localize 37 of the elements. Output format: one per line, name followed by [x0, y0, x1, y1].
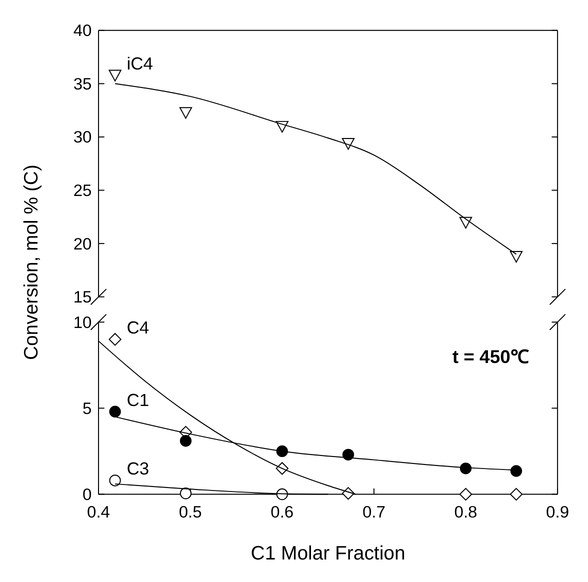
point: [276, 445, 288, 458]
point: [510, 465, 522, 477]
point: [109, 406, 121, 418]
y-tick-label: 25: [73, 181, 92, 200]
annotation: t = 450℃: [452, 346, 530, 367]
point: [109, 474, 121, 486]
x-tick-label: 0.9: [546, 502, 570, 522]
series-label: iC4: [126, 53, 154, 74]
y-tick-label: 10: [73, 312, 92, 332]
y-tick-label: 20: [73, 234, 92, 254]
x-tick-label: 0.8: [454, 502, 478, 522]
y-tick-label: 0: [82, 485, 92, 504]
x-tick-label: 0.4: [87, 502, 110, 522]
point: [510, 488, 523, 501]
y-axis-title: Conversion, mol % (C): [20, 164, 42, 360]
x-tick-label: 0.5: [178, 502, 202, 522]
point: [108, 70, 122, 82]
x-tick-label: 0.7: [362, 502, 386, 522]
point: [459, 488, 472, 501]
point: [342, 138, 355, 150]
legend-label: C4: [126, 318, 150, 338]
point: [460, 462, 472, 474]
y-tick-label: 30: [73, 128, 92, 147]
point: [180, 435, 192, 447]
point: [179, 107, 192, 119]
x-tick-label: 0.6: [270, 502, 294, 522]
y-tick-label: 40: [73, 21, 92, 40]
point: [342, 448, 354, 460]
point: [180, 488, 192, 500]
y-tick-label: 15: [73, 288, 92, 307]
point: [510, 250, 523, 263]
series-label: C3: [126, 458, 150, 479]
y-tick-label: 35: [73, 74, 92, 94]
series-label: C1: [126, 390, 150, 410]
x-axis-title: C1 Molar Fraction: [250, 542, 406, 564]
point: [108, 333, 122, 346]
y-tick-label: 5: [82, 398, 92, 418]
